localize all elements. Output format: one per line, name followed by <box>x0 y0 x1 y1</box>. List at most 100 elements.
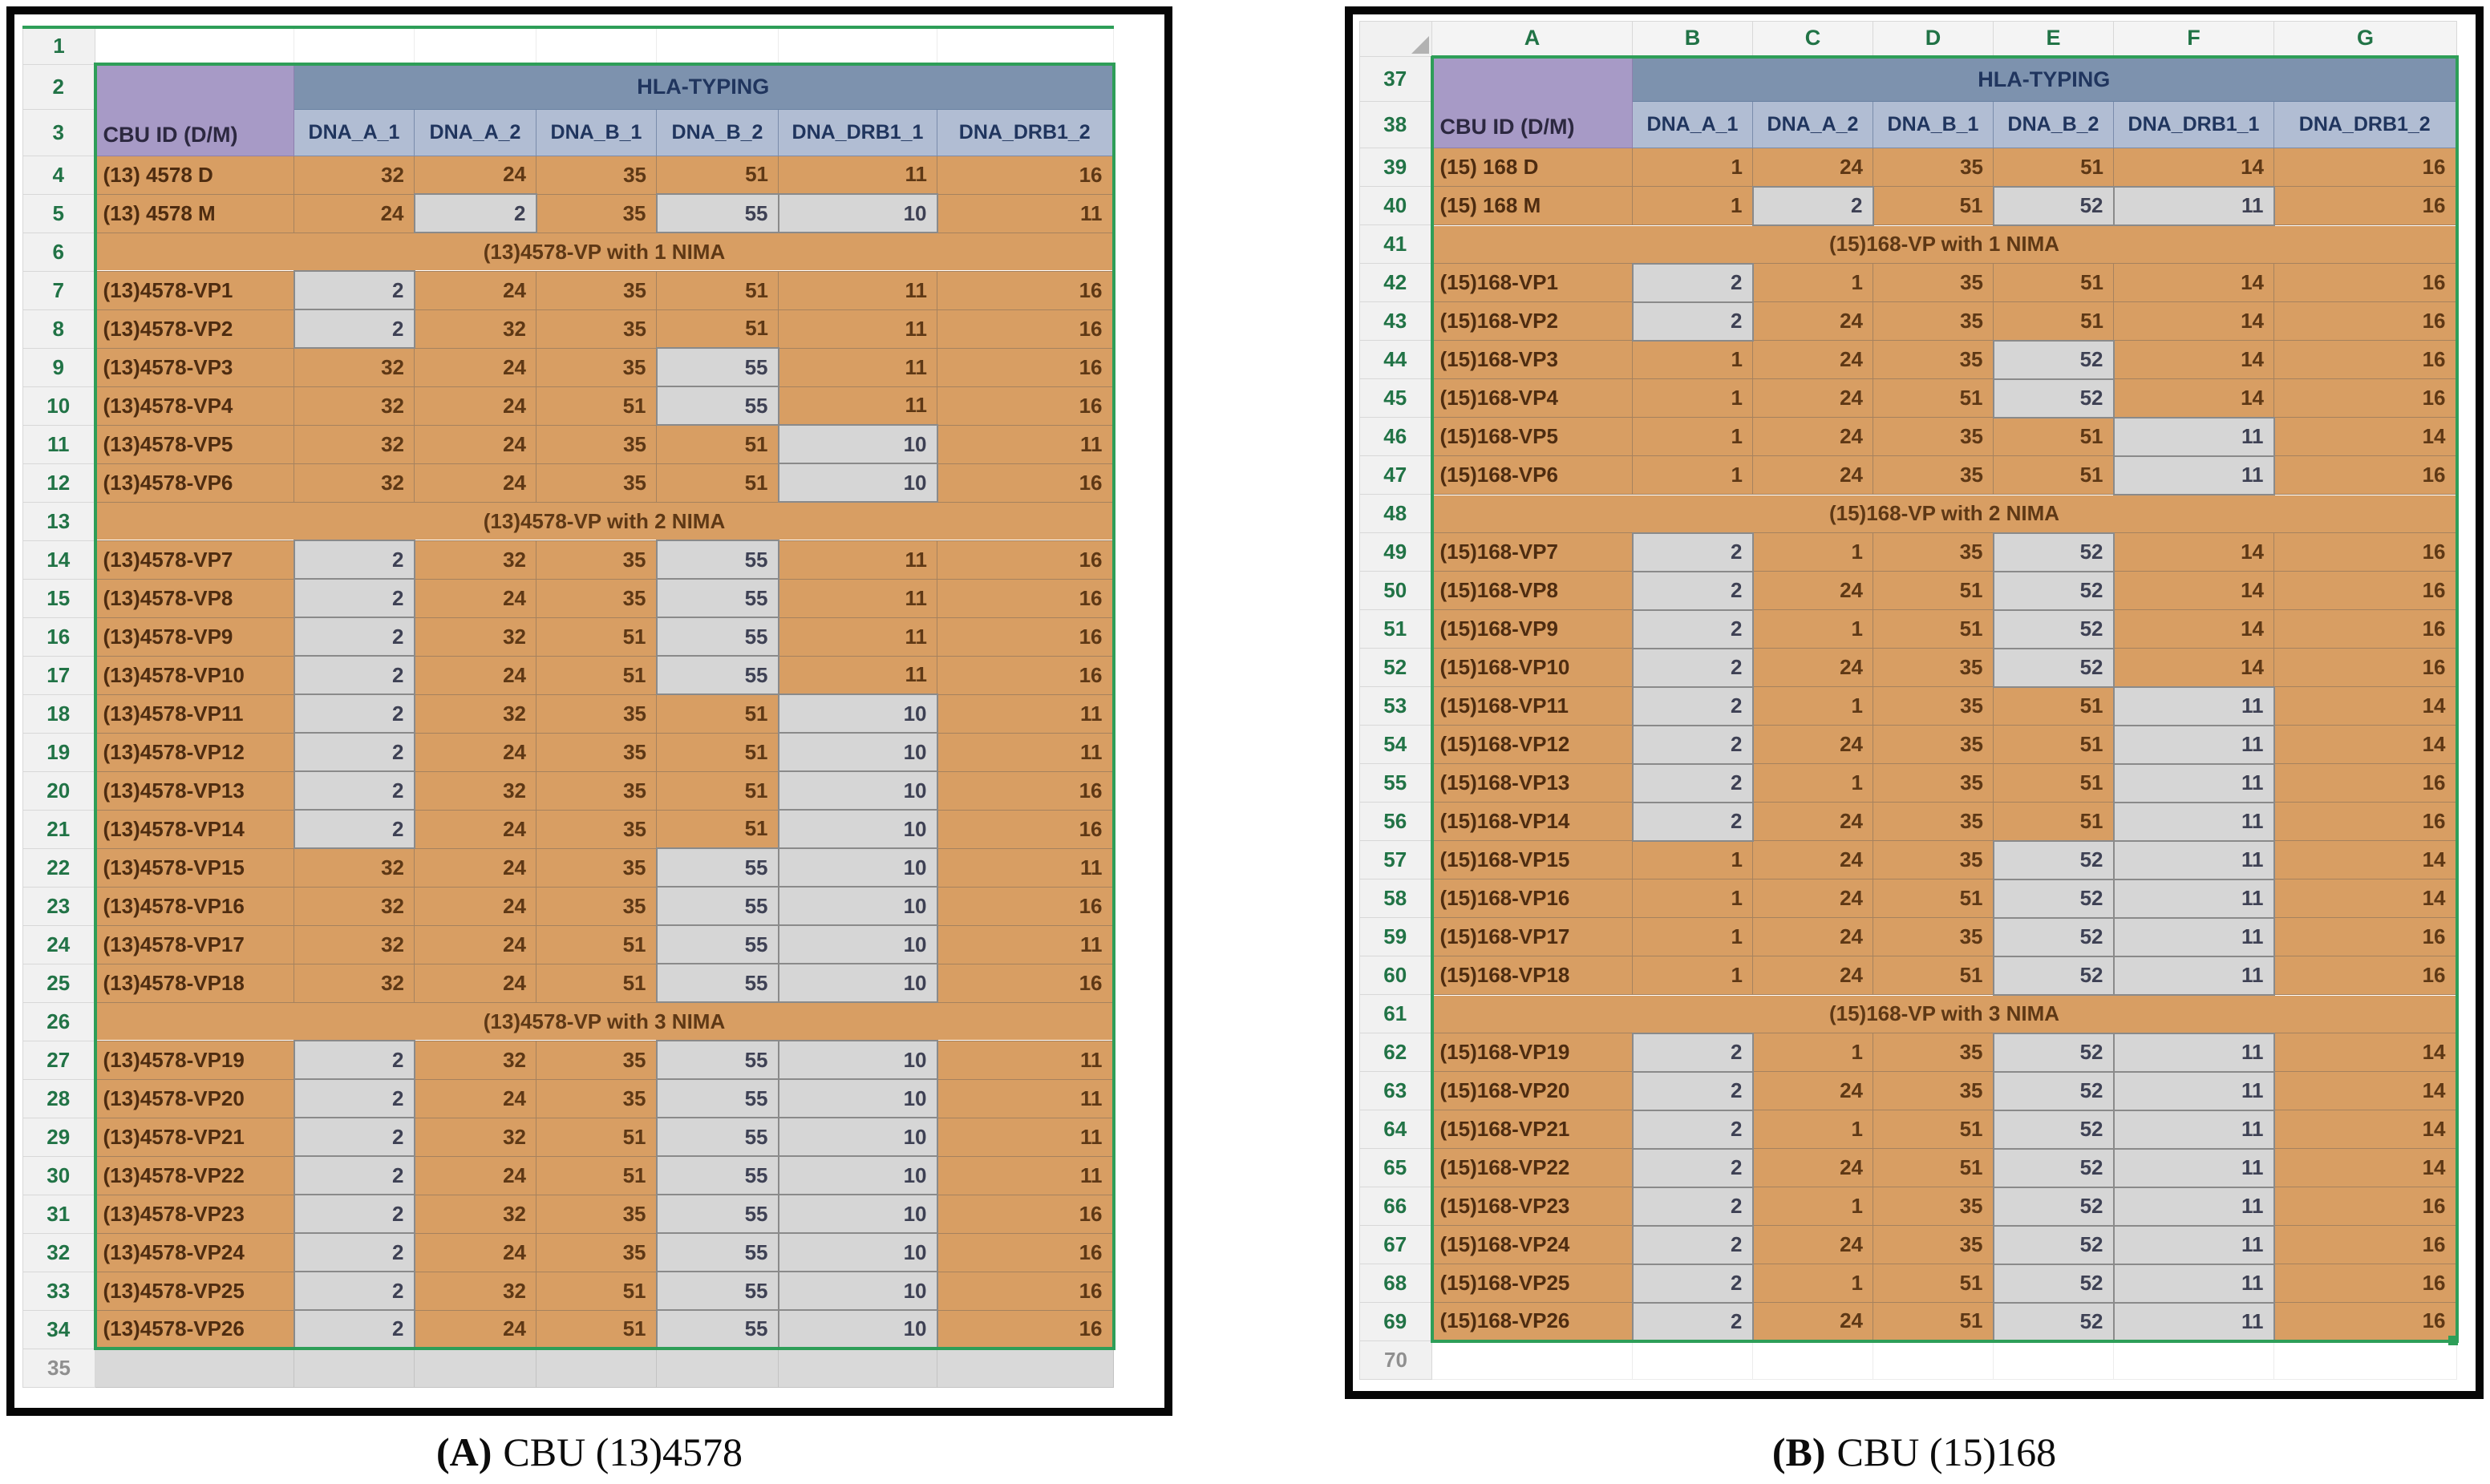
value-cell[interactable]: 35 <box>536 540 657 580</box>
cbu-id-cell[interactable]: (13)4578-VP23 <box>93 1194 294 1234</box>
value-cell[interactable]: 10 <box>777 1271 938 1311</box>
value-cell[interactable]: 52 <box>1992 570 2115 611</box>
value-cell[interactable]: 51 <box>536 1309 657 1350</box>
nima-section-cell[interactable]: (13)4578-VP with 1 NIMA <box>93 232 1115 272</box>
cbu-id-cell[interactable]: (15)168-VP13 <box>1430 763 1633 803</box>
value-cell[interactable]: 2 <box>293 693 415 734</box>
value-cell[interactable]: 55 <box>655 617 779 657</box>
value-cell[interactable]: 55 <box>655 1040 779 1080</box>
value-cell[interactable]: 32 <box>294 886 415 926</box>
value-cell[interactable]: 16 <box>937 886 1115 926</box>
value-cell[interactable]: 11 <box>2112 1070 2275 1111</box>
value-cell[interactable]: 35 <box>1873 1071 1994 1110</box>
value-cell[interactable]: 16 <box>937 540 1115 580</box>
cbu-id-cell[interactable]: (13)4578-VP7 <box>93 540 294 580</box>
cbu-id-cell[interactable]: (13)4578-VP24 <box>93 1232 294 1272</box>
value-cell[interactable]: 16 <box>2273 340 2459 379</box>
cbu-id-cell[interactable]: (13)4578-VP22 <box>93 1155 294 1195</box>
row-number[interactable]: 23 <box>22 886 95 926</box>
cbu-id-cell[interactable]: (13)4578-VP5 <box>93 424 294 464</box>
value-cell[interactable]: 14 <box>2113 648 2274 687</box>
value-cell[interactable]: 51 <box>1873 1302 1994 1343</box>
cbu-id-cell[interactable]: (15)168-VP19 <box>1430 1033 1633 1072</box>
row-number[interactable]: 64 <box>1359 1110 1432 1149</box>
value-cell[interactable]: 55 <box>655 193 779 233</box>
cbu-id-cell[interactable]: (13)4578-VP21 <box>93 1117 294 1157</box>
cbu-id-cell[interactable]: (15)168-VP4 <box>1430 378 1633 418</box>
value-cell[interactable]: 16 <box>937 155 1115 195</box>
value-cell[interactable]: 11 <box>937 732 1115 772</box>
value-cell[interactable]: 52 <box>1992 1224 2115 1265</box>
value-cell[interactable]: 16 <box>937 347 1115 387</box>
empty-cell[interactable] <box>2273 1340 2457 1380</box>
value-cell[interactable]: 10 <box>777 963 938 1003</box>
value-cell[interactable]: 1 <box>1632 917 1753 956</box>
row-number[interactable]: 40 <box>1359 186 1432 225</box>
row-number[interactable]: 32 <box>22 1232 95 1272</box>
value-cell[interactable]: 24 <box>1752 1148 1873 1187</box>
value-cell[interactable]: 51 <box>1993 148 2114 187</box>
value-cell[interactable]: 2 <box>1631 685 1754 726</box>
value-cell[interactable]: 35 <box>536 1194 657 1234</box>
value-cell[interactable]: 52 <box>1992 378 2115 419</box>
value-cell[interactable]: 24 <box>414 847 536 888</box>
value-cell[interactable]: 16 <box>2273 1302 2459 1343</box>
value-cell[interactable]: 24 <box>1752 802 1873 841</box>
value-cell[interactable]: 52 <box>1992 1109 2115 1150</box>
value-cell[interactable]: 16 <box>937 386 1115 426</box>
value-cell[interactable]: 11 <box>778 347 937 387</box>
value-cell[interactable]: 2 <box>293 1078 415 1118</box>
value-cell[interactable]: 55 <box>655 847 779 888</box>
value-cell[interactable]: 24 <box>1752 417 1873 456</box>
cbu-id-cell[interactable]: (13)4578-VP1 <box>93 270 294 310</box>
value-cell[interactable]: 55 <box>655 386 779 426</box>
value-cell[interactable]: 51 <box>1993 417 2114 456</box>
value-cell[interactable]: 51 <box>656 732 779 772</box>
value-cell[interactable]: 11 <box>778 578 937 618</box>
value-cell[interactable]: 11 <box>2112 839 2275 880</box>
value-cell[interactable]: 10 <box>777 193 938 233</box>
value-cell[interactable]: 11 <box>937 424 1115 464</box>
value-cell[interactable]: 32 <box>294 847 415 888</box>
value-cell[interactable]: 35 <box>1873 840 1994 879</box>
value-cell[interactable]: 35 <box>1873 1187 1994 1226</box>
value-cell[interactable]: 2 <box>293 770 415 811</box>
value-cell[interactable]: 1 <box>1752 1187 1873 1226</box>
cbu-id-cell[interactable]: (13)4578-VP16 <box>93 886 294 926</box>
value-cell[interactable]: 10 <box>777 809 938 849</box>
value-cell[interactable]: 11 <box>2112 1301 2275 1343</box>
cbu-id-cell[interactable]: (15)168-VP8 <box>1430 571 1633 610</box>
value-cell[interactable]: 51 <box>536 655 657 695</box>
value-cell[interactable]: 52 <box>1992 1070 2115 1111</box>
value-cell[interactable]: 24 <box>1752 455 1873 495</box>
value-cell[interactable]: 51 <box>1873 1264 1994 1303</box>
cbu-id-cell[interactable]: (13)4578-VP8 <box>93 578 294 618</box>
value-cell[interactable]: 35 <box>1873 340 1994 379</box>
value-cell[interactable]: 24 <box>414 347 536 387</box>
value-cell[interactable]: 52 <box>1992 609 2115 649</box>
value-cell[interactable]: 51 <box>1873 956 1994 995</box>
cbu-id-cell[interactable]: (15)168-VP7 <box>1430 532 1633 572</box>
value-cell[interactable]: 24 <box>414 1309 536 1350</box>
row-number[interactable]: 5 <box>22 193 95 233</box>
row-number[interactable]: 13 <box>22 501 95 541</box>
value-cell[interactable]: 52 <box>1992 185 2115 226</box>
value-cell[interactable]: 16 <box>2273 1225 2459 1264</box>
cbu-id-cell[interactable]: (15)168-VP16 <box>1430 879 1633 918</box>
value-cell[interactable]: 2 <box>293 1232 415 1272</box>
row-number[interactable]: 18 <box>22 693 95 734</box>
value-cell[interactable]: 24 <box>1752 648 1873 687</box>
value-cell[interactable]: 2 <box>1631 301 1754 342</box>
value-cell[interactable]: 2 <box>1631 1224 1754 1265</box>
empty-cell[interactable] <box>1873 1340 1994 1380</box>
cbu-id-cell[interactable]: (13)4578-VP20 <box>93 1078 294 1118</box>
empty-cell[interactable] <box>656 26 779 65</box>
value-cell[interactable]: 32 <box>414 1271 536 1311</box>
value-cell[interactable]: 16 <box>2273 148 2459 187</box>
row-number[interactable]: 69 <box>1359 1302 1432 1341</box>
value-cell[interactable]: 11 <box>778 617 937 657</box>
value-cell[interactable]: 2 <box>413 193 537 233</box>
value-cell[interactable]: 51 <box>536 386 657 426</box>
cbu-id-cell[interactable]: (13) 4578 D <box>93 155 294 195</box>
value-cell[interactable]: 51 <box>656 693 779 734</box>
